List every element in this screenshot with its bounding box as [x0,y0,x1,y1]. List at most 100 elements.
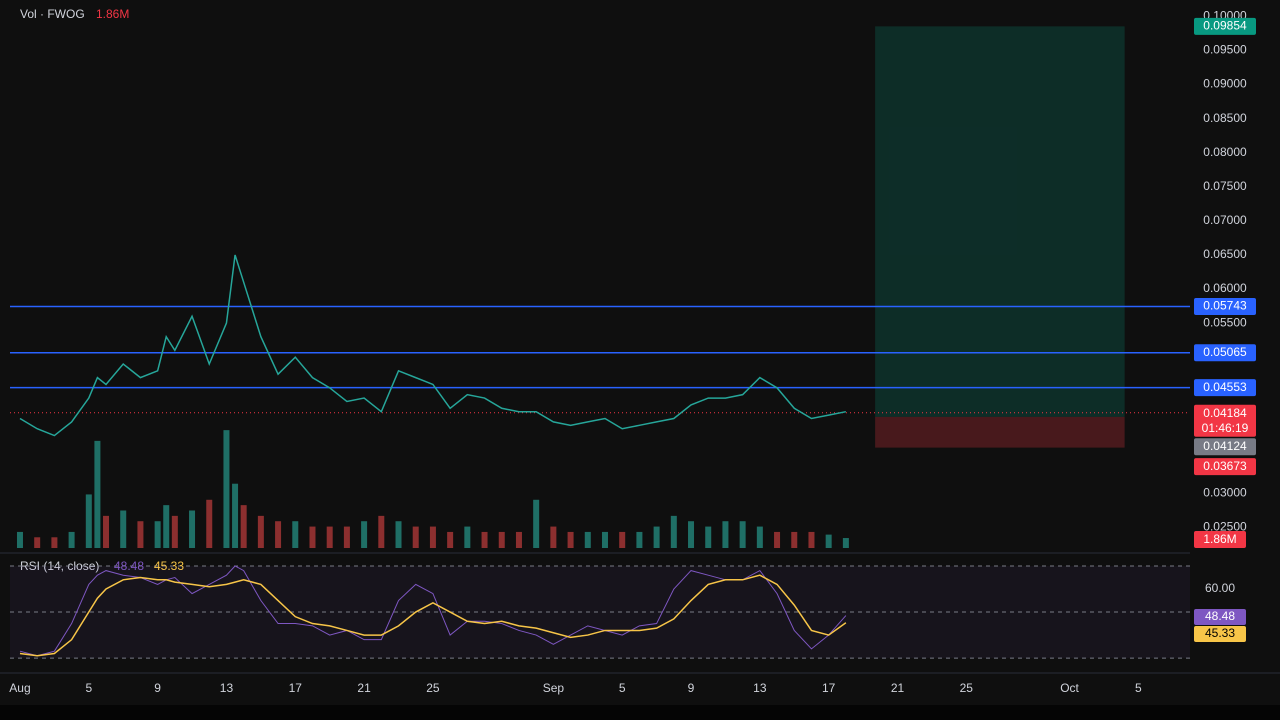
volume-bar [412,526,419,548]
level-badge [1194,379,1256,397]
rsi-tick-label: 60.00 [1205,581,1235,595]
x-tick-label: Sep [543,681,565,695]
y-tick-label: 0.06000 [1203,281,1247,295]
volume-bar [791,531,798,548]
volume-bar [275,521,282,548]
volume-title: Vol · FWOG [20,7,85,21]
x-tick-label: Aug [9,681,30,695]
level-badge-label: 0.05065 [1203,345,1247,359]
x-tick-label: 17 [822,681,836,695]
volume-bar [343,526,350,548]
x-tick-label: 25 [426,681,440,695]
volume-bar [533,499,540,548]
y-tick-label: 0.07000 [1203,213,1247,227]
volume-bar [257,515,264,548]
rsi-badge-label: 45.33 [1205,626,1235,640]
y-tick-label: 0.02500 [1203,520,1247,534]
volume-badge-label: 1.86M [1203,532,1236,546]
volume-bar [94,440,101,548]
x-tick-label: 5 [85,681,92,695]
volume-bar [550,526,557,548]
volume-bar [395,521,402,548]
volume-bar [171,515,178,548]
volume-bar [68,531,75,548]
rsi-badge [1194,626,1246,642]
y-tick-label: 0.07500 [1203,179,1247,193]
volume-bar [464,526,471,548]
volume-bar [756,526,763,548]
volume-bar [447,531,454,548]
y-tick-label: 0.09000 [1203,77,1247,91]
volume-bar [378,515,385,548]
price-badge-label: 0.04184 [1203,406,1247,420]
rsi-header-value: 45.33 [154,559,184,573]
position-stop-zone [875,416,1125,448]
volume-bar [309,526,316,548]
entry-badge-label: 0.04124 [1203,439,1247,453]
rsi-line [19,565,847,657]
volume-bar [189,510,196,548]
volume-bar [842,538,849,548]
volume-bar [51,537,58,548]
rsi-header-value: 48.48 [114,559,144,573]
target-badge [1194,17,1256,35]
volume-bar [223,430,230,548]
price-line [19,254,847,437]
rsi-badge [1194,609,1246,625]
y-tick-label: 0.06500 [1203,247,1247,261]
volume-bar [670,515,677,548]
countdown-label: 01:46:19 [1202,421,1249,435]
volume-value: 1.86M [96,7,129,21]
volume-bar [722,521,729,548]
x-tick-label: 13 [220,681,234,695]
volume-bar [515,531,522,548]
volume-bar [85,494,92,548]
volume-bar [636,531,643,548]
rsi-badge-label: 48.48 [1205,609,1235,623]
volume-bar [567,531,574,548]
volume-bar [120,510,127,548]
volume-bar [739,521,746,548]
x-tick-label: Oct [1060,681,1079,695]
y-tick-label: 0.09500 [1203,43,1247,57]
volume-bar [326,526,333,548]
volume-bar [361,521,368,548]
level-badge [1194,344,1256,362]
volume-bar [688,521,695,548]
price-badge [1194,404,1256,437]
x-tick-label: 21 [891,681,905,695]
volume-bar [232,483,239,548]
x-tick-label: 5 [1135,681,1142,695]
volume-bar [653,526,660,548]
x-tick-label: 9 [688,681,695,695]
y-tick-label: 0.08000 [1203,145,1247,159]
stop-badge [1194,458,1256,476]
x-tick-label: 25 [960,681,974,695]
x-tick-label: 5 [619,681,626,695]
level-badge-label: 0.05743 [1203,299,1247,313]
y-tick-label: 0.03000 [1203,486,1247,500]
stop-badge-label: 0.03673 [1203,459,1247,473]
level-badge-label: 0.04553 [1203,380,1247,394]
volume-bar [808,531,815,548]
volume-bar [498,531,505,548]
x-tick-label: 21 [357,681,371,695]
volume-bar [16,531,23,548]
volume-bar [619,531,626,548]
level-badge [1194,298,1256,316]
y-tick-label: 0.05500 [1203,315,1247,329]
volume-bar [705,526,712,548]
volume-bar [206,499,213,548]
rsi-band [10,565,1190,659]
volume-bar [825,534,832,548]
volume-badge [1194,531,1246,548]
bottom-bar [0,705,1280,720]
volume-bar [103,515,110,548]
volume-bar [292,521,299,548]
volume-bar [601,531,608,548]
volume-bar [774,531,781,548]
volume-bar [154,521,161,548]
